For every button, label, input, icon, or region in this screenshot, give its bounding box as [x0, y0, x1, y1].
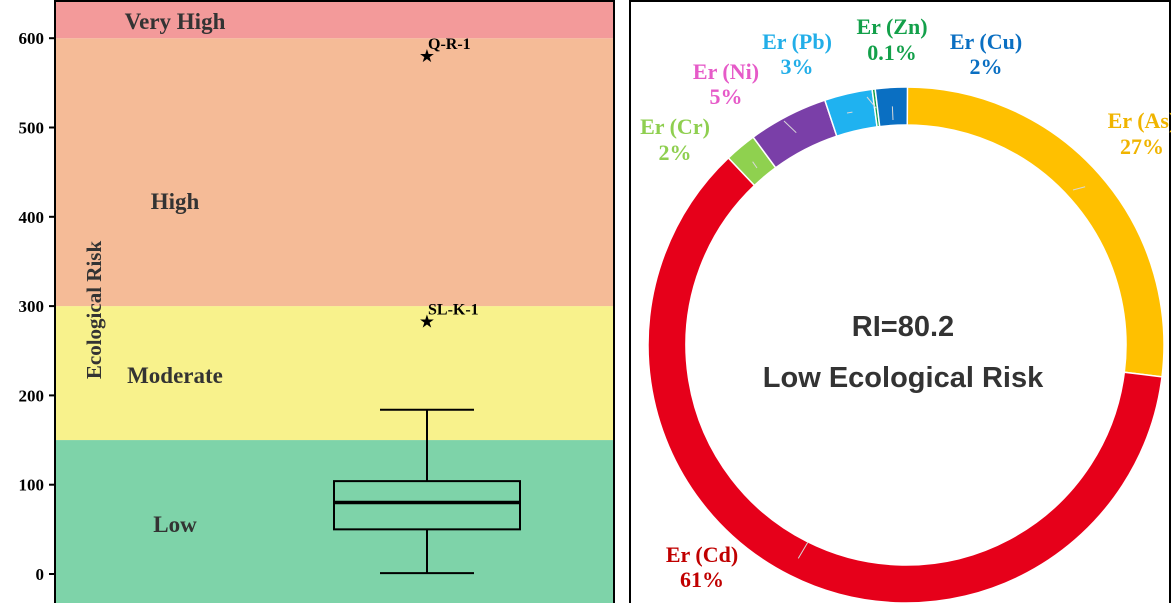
y-axis-label: Ecological Risk — [82, 241, 106, 380]
risk-band-high — [56, 38, 613, 307]
slice-pct-label: 2% — [970, 54, 1003, 79]
leader-line — [846, 111, 853, 114]
y-tick-label: 600 — [19, 29, 45, 48]
y-tick-label: 100 — [19, 476, 45, 495]
y-tick-label: 300 — [19, 297, 45, 316]
box-plot-panel: 0 100 200 300 400 500 600 Low Moderate High Very … — [19, 0, 615, 603]
iqr-box — [333, 480, 521, 531]
outlier-label: Q-R-1 — [428, 36, 471, 53]
risk-level-text: Low Ecological Risk — [763, 362, 1044, 394]
slice-name-label: Er (Pb) — [762, 29, 832, 54]
risk-band-very-high — [56, 1, 613, 39]
leader-line — [797, 541, 809, 559]
slice-name-label: Er (Zn) — [856, 14, 927, 39]
slice-name-label: Er (Cd) — [666, 542, 738, 567]
band-label-moderate: Moderate — [127, 363, 223, 388]
slice-pct-label: 5% — [710, 84, 743, 109]
slice-pct-label: 0.1% — [867, 40, 917, 65]
donut-slice-ercd — [647, 156, 1163, 603]
donut-chart-panel: Er (As)27%Er (Cd)61%Er (Cr)2%Er (Ni)5%Er… — [629, 0, 1171, 603]
outlier-point: ★ — [419, 311, 435, 332]
slice-pct-label: 61% — [680, 567, 724, 592]
band-label-high: High — [151, 189, 200, 214]
leader-line — [783, 120, 797, 134]
y-tick-label: 0 — [36, 565, 45, 584]
leader-line — [1072, 186, 1086, 191]
ri-value: RI=80.2 — [852, 311, 954, 343]
band-label-low: Low — [153, 512, 197, 537]
slice-name-label: Er (As) — [1108, 108, 1171, 133]
band-label-very-high: Very High — [125, 9, 226, 34]
leader-line — [866, 96, 877, 109]
plot-frame — [54, 0, 615, 603]
slice-pct-label: 3% — [781, 54, 814, 79]
risk-band-moderate — [56, 306, 613, 441]
donut-slice-ercu — [874, 86, 909, 128]
leader-line — [752, 161, 758, 169]
slice-pct-label: 27% — [1120, 134, 1164, 159]
slice-name-label: Er (Ni) — [693, 59, 759, 84]
slice-name-label: Er (Cu) — [950, 29, 1022, 54]
y-tick-label: 400 — [19, 208, 45, 227]
outlier-point: ★ — [419, 46, 435, 67]
outlier-label: SL-K-1 — [428, 301, 479, 318]
y-tick-label: 500 — [19, 119, 45, 138]
slice-pct-label: 2% — [659, 140, 692, 165]
y-tick-label: 200 — [19, 386, 45, 405]
slice-name-label: Er (Cr) — [640, 114, 710, 139]
leader-line — [891, 106, 894, 121]
